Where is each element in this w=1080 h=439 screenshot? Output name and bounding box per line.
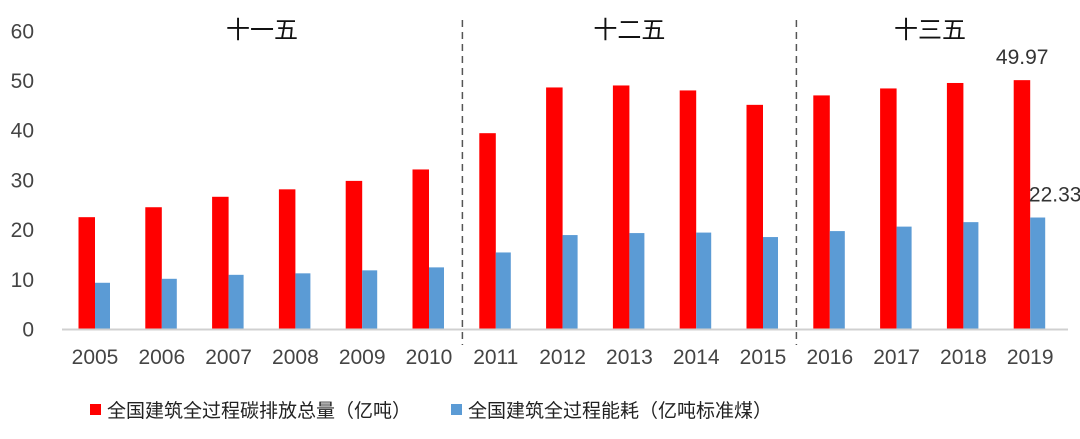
bar-emissions-2012 <box>546 87 563 329</box>
legend-label: 全国建筑全过程碳排放总量（亿吨） <box>107 400 412 422</box>
legend-item-energy: 全国建筑全过程能耗（亿吨标准煤） <box>451 396 772 423</box>
bar-emissions-2013 <box>612 85 630 329</box>
period-label: 十一五 <box>226 16 298 44</box>
x-tick-label: 2016 <box>806 346 853 369</box>
bar-emissions-2018 <box>946 82 964 329</box>
legend-item-emissions: 全国建筑全过程碳排放总量（亿吨） <box>90 396 411 423</box>
x-tick-label: 2012 <box>539 346 586 369</box>
bar-emissions-2016 <box>813 95 830 329</box>
x-tick-label: 2005 <box>72 346 119 369</box>
bar-energy-2014 <box>696 232 712 329</box>
y-tick-label: 30 <box>11 169 34 192</box>
bar-energy-2011 <box>495 252 511 329</box>
bar-emissions-2006 <box>145 207 162 329</box>
x-tick-label: 2006 <box>138 346 185 369</box>
bar-energy-2018 <box>963 222 979 329</box>
x-tick-label: 2008 <box>272 346 319 369</box>
y-tick-label: 0 <box>22 319 34 342</box>
x-tick-label: 2013 <box>606 346 653 369</box>
x-tick-label: 2018 <box>940 346 987 369</box>
bar-emissions-2019 <box>1013 80 1031 329</box>
data-label: 22.33 <box>1029 184 1080 207</box>
legend-label: 全国建筑全过程能耗（亿吨标准煤） <box>468 400 773 422</box>
x-tick-label: 2019 <box>1007 346 1054 369</box>
bar-emissions-2007 <box>212 196 229 329</box>
x-tick-label: 2015 <box>740 346 787 369</box>
period-label: 十二五 <box>593 16 665 44</box>
y-tick-label: 10 <box>11 269 34 292</box>
bar-emissions-2011 <box>479 133 496 329</box>
bar-energy-2015 <box>763 237 778 329</box>
x-tick-label: 2007 <box>205 346 252 369</box>
bar-emissions-2009 <box>345 180 363 329</box>
y-tick-label: 50 <box>11 70 34 93</box>
bar-energy-2016 <box>829 231 845 329</box>
x-tick-label: 2014 <box>673 346 720 369</box>
bar-energy-2005 <box>95 282 110 329</box>
legend: 全国建筑全过程碳排放总量（亿吨） 全国建筑全过程能耗（亿吨标准煤） <box>90 396 772 423</box>
y-tick-label: 40 <box>11 120 34 143</box>
x-tick-label: 2009 <box>339 346 386 369</box>
bar-energy-2019 <box>1030 217 1046 329</box>
bar-energy-2012 <box>562 235 578 329</box>
y-tick-label: 20 <box>11 219 34 242</box>
bar-energy-2009 <box>362 270 378 329</box>
bar-energy-2010 <box>429 267 444 329</box>
y-tick-label: 60 <box>11 20 34 43</box>
legend-swatch-red <box>90 404 101 415</box>
bar-emissions-2005 <box>78 217 95 329</box>
bar-emissions-2010 <box>412 169 429 329</box>
bar-energy-2006 <box>161 278 177 329</box>
bar-emissions-2008 <box>278 189 296 329</box>
bar-energy-2008 <box>295 273 311 329</box>
x-tick-label: 2017 <box>873 346 920 369</box>
x-tick-label: 2010 <box>406 346 453 369</box>
bar-emissions-2015 <box>746 104 763 329</box>
bar-emissions-2014 <box>679 90 697 329</box>
bar-energy-2017 <box>896 226 912 329</box>
data-label: 49.97 <box>996 46 1049 69</box>
x-tick-label: 2011 <box>473 346 518 369</box>
bar-energy-2013 <box>629 233 645 329</box>
legend-swatch-blue <box>451 404 463 415</box>
period-label: 十三五 <box>894 16 966 44</box>
bar-energy-2007 <box>228 274 244 329</box>
bar-emissions-2017 <box>880 88 897 329</box>
bar-chart: 0 10 20 30 40 50 60 2005 2006 2007 2008 2009 2010 201… <box>11 16 1080 369</box>
